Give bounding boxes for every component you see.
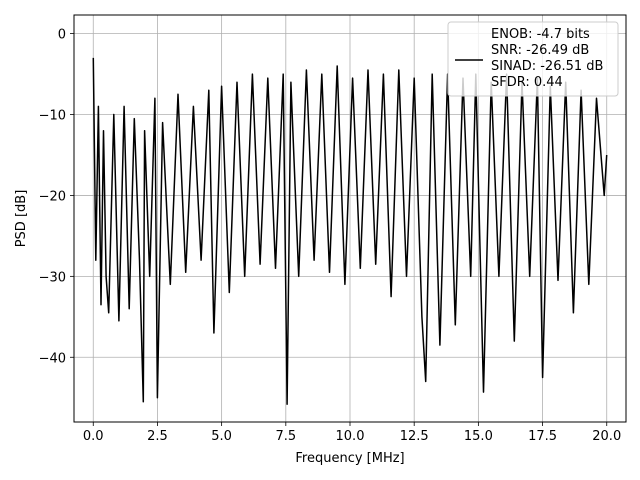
x-tick-label: 15.0 (464, 429, 493, 444)
x-axis-label: Frequency [MHz] (295, 451, 404, 466)
x-axis-ticks: 0.0 2.5 5.0 7.5 10.0 12.5 15.0 17.5 20.0 (83, 422, 621, 444)
x-tick-label: 7.5 (275, 429, 296, 444)
legend-box (447, 21, 619, 97)
legend-label-line: SFDR: 0.44 (491, 75, 563, 90)
legend-label-line: SNR: -26.49 dB (491, 43, 589, 58)
x-tick-label: 0.0 (83, 429, 104, 444)
x-tick-label: 2.5 (147, 429, 168, 444)
legend-label-line: ENOB: -4.7 bits (491, 27, 590, 42)
legend-label-line: SINAD: -26.51 dB (491, 59, 603, 74)
y-tick-label: 0 (58, 28, 66, 43)
y-axis-ticks: 0 −10 −20 −30 −40 (39, 28, 74, 366)
y-tick-label: −10 (39, 109, 66, 124)
y-axis-label: PSD [dB] (14, 190, 29, 248)
y-tick-label: −30 (39, 270, 66, 285)
psd-series-line (92, 57, 608, 405)
x-tick-label: 5.0 (211, 429, 232, 444)
x-tick-label: 10.0 (336, 429, 365, 444)
y-tick-label: −40 (39, 351, 66, 366)
y-tick-label: −20 (39, 189, 66, 204)
x-tick-label: 12.5 (400, 429, 429, 444)
x-tick-label: 17.5 (528, 429, 557, 444)
plot-area (92, 57, 608, 405)
x-tick-label: 20.0 (592, 429, 621, 444)
